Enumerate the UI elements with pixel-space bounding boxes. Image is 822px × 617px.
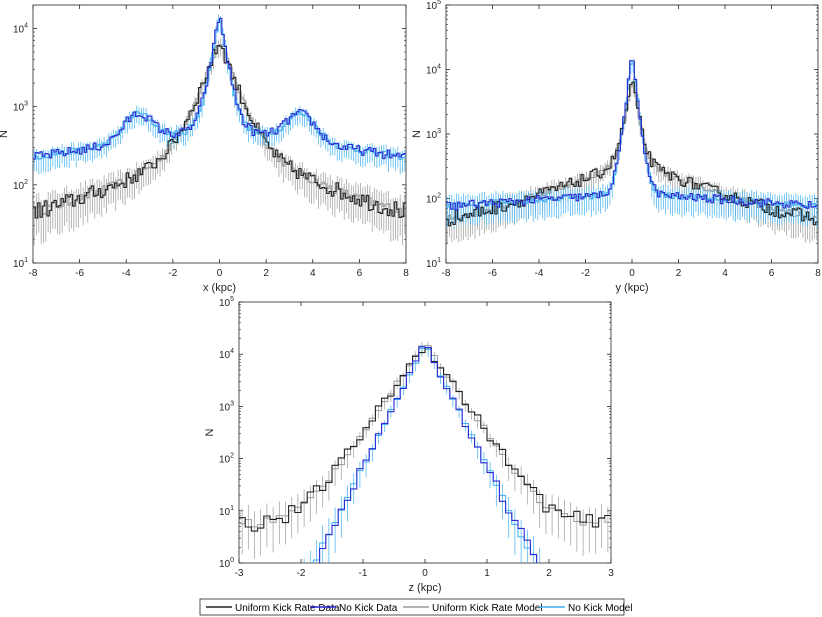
y-tick-label: 101: [426, 257, 441, 270]
x-tick-label: 0: [422, 568, 428, 579]
x-axis-label: y (kpc): [616, 282, 649, 294]
x-tick-label: -4: [122, 268, 131, 279]
uniform-model-series-line: [239, 345, 611, 528]
x-tick-label: 6: [769, 268, 775, 279]
nokick-model-series-line: [33, 19, 406, 160]
y-tick-label: 102: [426, 193, 441, 206]
axes-frame: [32, 4, 407, 264]
x-tick-label: 3: [608, 568, 614, 579]
panel-x-distribution: -8 -6 -4 -2 0 2 4 6 8 101 102 103 104 x (kpc) N: [0, 4, 409, 294]
uniform-data-series-line: [239, 347, 611, 532]
legend-label-nokick-data: No Kick Data: [339, 603, 398, 614]
nokick-data-series-line: [319, 346, 538, 563]
y-tick-label: 104: [219, 348, 234, 361]
nokick-data-series: [319, 346, 538, 563]
x-tick-label: -8: [442, 268, 451, 279]
y-tick-label: 103: [219, 400, 234, 413]
x-tick-label: 4: [310, 268, 316, 279]
legend-label-uniform-data: Uniform Kick Rate Data: [235, 603, 340, 614]
x-tick-label: 0: [217, 268, 223, 279]
y-tick-label: 105: [426, 0, 441, 12]
x-tick-label: -1: [359, 568, 368, 579]
x-tick-label: 6: [357, 268, 363, 279]
y-axis-label: N: [411, 130, 423, 138]
x-tick-label: -6: [75, 268, 84, 279]
x-tick-label: 2: [546, 568, 552, 579]
x-tick-label: -3: [235, 568, 244, 579]
x-tick-label: 2: [263, 268, 269, 279]
y-tick-label: 103: [13, 101, 28, 114]
x-tick-label: -2: [168, 268, 177, 279]
y-tick-label: 101: [13, 257, 28, 270]
panel-y-distribution: -8 -6 -4 -2 0 2 4 6 8 101 102 103 104 105 y (kpc) N: [411, 0, 821, 294]
x-tick-label: -2: [297, 568, 306, 579]
nokick-model-series: [33, 14, 406, 175]
x-tick-label: -2: [581, 268, 590, 279]
y-axis-label: N: [204, 428, 216, 436]
y-tick-label: 102: [13, 179, 28, 192]
x-tick-label: 1: [484, 568, 490, 579]
uniform-data-series-line: [33, 45, 406, 219]
x-tick-label: 8: [403, 268, 409, 279]
nokick-data-series-line: [446, 60, 818, 211]
nokick-data-series-line: [33, 17, 406, 160]
x-tick-label: -6: [488, 268, 497, 279]
nokick-data-series: [446, 60, 818, 211]
y-tick-label: 101: [219, 505, 234, 518]
y-tick-label: 100: [219, 557, 234, 570]
x-tick-label: -8: [29, 268, 38, 279]
y-tick-label: 103: [426, 128, 441, 141]
nokick-data-series: [33, 17, 406, 160]
y-tick-label: 105: [219, 296, 234, 309]
uniform-model-series: [33, 38, 406, 246]
panel-z-distribution: -3 -2 -1 0 1 2 3 100 101 102 103 104 105 z (kpc) N: [204, 296, 614, 594]
x-tick-label: 0: [629, 268, 635, 279]
y-tick-label: 102: [219, 453, 234, 466]
nokick-model-series-line: [312, 348, 538, 563]
legend: Uniform Kick Rate Data No Kick Data Unif…: [199, 598, 632, 616]
x-tick-label: 8: [815, 268, 821, 279]
uniform-data-series: [33, 45, 406, 219]
y-axis-label: N: [0, 130, 10, 138]
x-tick-label: 2: [676, 268, 682, 279]
x-axis-label: x (kpc): [203, 282, 236, 294]
legend-label-nokick-model: No Kick Model: [568, 603, 632, 614]
y-tick-label: 104: [13, 22, 28, 35]
legend-label-uniform-model: Uniform Kick Rate Model: [432, 603, 543, 614]
uniform-data-series: [239, 347, 611, 532]
y-tick-label: 104: [426, 64, 441, 77]
x-tick-label: 4: [722, 268, 728, 279]
x-axis-label: z (kpc): [409, 582, 442, 594]
uniform-model-series: [239, 341, 611, 559]
uniform-model-series: [446, 78, 818, 244]
axes-frame: [238, 301, 612, 564]
x-tick-label: -4: [535, 268, 544, 279]
axes-frame: [445, 4, 819, 264]
